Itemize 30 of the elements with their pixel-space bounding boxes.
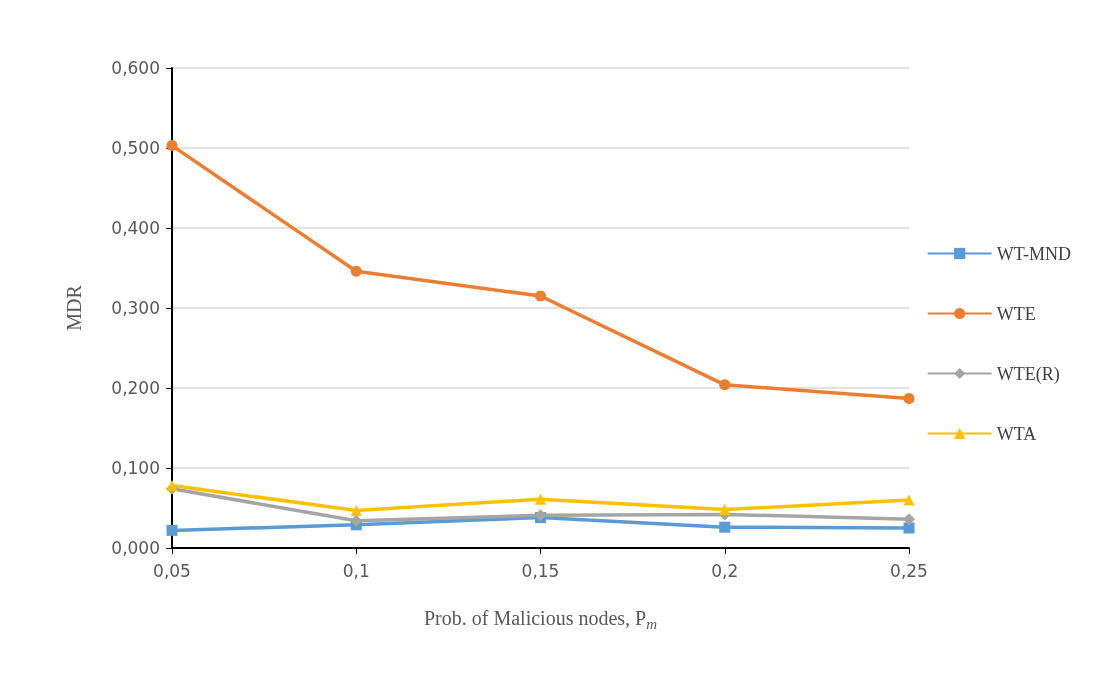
point	[903, 513, 915, 526]
y-tick-label: 0,500	[111, 138, 160, 158]
y-tick-label: 0,400	[111, 218, 160, 238]
point	[719, 379, 731, 391]
x-tick-label: 0,2	[711, 560, 739, 581]
point	[903, 494, 915, 506]
y-tick-label: 0,600	[111, 58, 160, 78]
x-tick-label: 0,05	[153, 560, 191, 581]
point	[350, 504, 362, 516]
legend-label: WTE	[996, 303, 1036, 324]
point	[350, 265, 362, 277]
point	[719, 521, 731, 533]
y-tick-label: 0,200	[111, 378, 160, 398]
y-tick-label: 0,000	[111, 538, 160, 558]
y-tick-label: 0,100	[111, 458, 160, 478]
point	[535, 290, 546, 302]
legend-label: WT-MND	[996, 243, 1072, 264]
legend-label: WTA	[996, 423, 1037, 444]
legend-label: WTE(R)	[996, 363, 1060, 385]
point	[903, 392, 915, 404]
point	[166, 524, 178, 536]
point	[719, 504, 731, 516]
x-tick-label: 0,15	[521, 560, 560, 581]
x-tick-label: 0,25	[890, 560, 928, 581]
x-tick-label: 0,1	[342, 560, 370, 581]
point	[903, 522, 915, 534]
y-axis-title: MDR	[63, 284, 85, 331]
point	[166, 140, 178, 152]
point	[535, 493, 546, 505]
y-tick-label: 0,300	[111, 298, 160, 318]
